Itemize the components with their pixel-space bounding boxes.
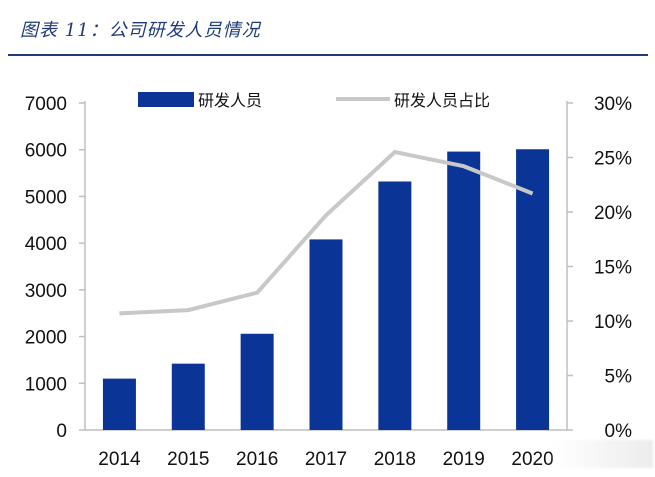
x-tick-label: 2019 <box>443 449 485 470</box>
bar-2018 <box>378 181 412 430</box>
line-series <box>119 149 534 316</box>
bar-2017 <box>309 239 343 430</box>
right-tick-label: 5% <box>605 367 633 388</box>
left-axis: 0 1000 2000 3000 4000 5000 6000 7000 <box>25 94 86 442</box>
x-axis: 2014 2015 2016 2017 2018 2019 2020 <box>85 429 567 470</box>
left-tick-label: 3000 <box>25 281 67 302</box>
bar-2016 <box>240 333 274 430</box>
legend-swatch-bar <box>138 92 194 107</box>
bar-2015 <box>171 363 205 430</box>
left-tick-label: 7000 <box>25 94 67 115</box>
bar-2019 <box>447 151 481 430</box>
x-tick-label: 2015 <box>167 449 209 470</box>
bar-2020 <box>516 149 550 431</box>
left-tick-label: 4000 <box>25 234 67 255</box>
bar-series <box>102 149 550 431</box>
x-tick-label: 2016 <box>236 449 278 470</box>
left-tick-label: 0 <box>56 421 67 442</box>
legend: 研发人员 研发人员占比 <box>138 91 490 110</box>
right-tick-label: 25% <box>594 149 632 170</box>
right-tick-label: 15% <box>594 258 632 279</box>
right-tick-label: 30% <box>594 94 632 115</box>
left-tick-label: 2000 <box>25 328 67 349</box>
watermark-blur <box>553 440 653 468</box>
x-tick-label: 2014 <box>98 449 141 470</box>
right-tick-label: 20% <box>594 203 632 224</box>
x-tick-label: 2017 <box>305 449 347 470</box>
right-tick-label: 0% <box>605 421 633 442</box>
left-tick-label: 6000 <box>25 141 67 162</box>
x-tick-label: 2020 <box>511 449 553 470</box>
bar-2014 <box>102 378 136 430</box>
right-axis: 0% 5% 10% 15% 20% 25% 30% <box>566 94 633 442</box>
figure-caption: 图表 11：公司研发人员情况 <box>20 20 261 41</box>
legend-label-line: 研发人员占比 <box>394 91 490 110</box>
x-tick-label: 2018 <box>374 449 416 470</box>
caption-rule <box>8 54 648 56</box>
legend-label-bar: 研发人员 <box>198 91 262 110</box>
right-tick-label: 10% <box>594 312 632 333</box>
left-tick-label: 1000 <box>25 374 67 395</box>
left-tick-label: 5000 <box>25 187 67 208</box>
